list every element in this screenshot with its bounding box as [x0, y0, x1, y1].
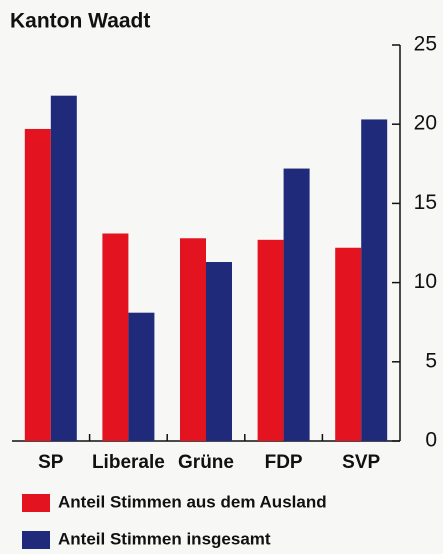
legend-label: Anteil Stimmen aus dem Ausland — [58, 492, 327, 511]
y-tick-label: 0 — [425, 429, 437, 452]
y-tick-label: 5 — [425, 349, 437, 372]
bar — [128, 312, 155, 441]
y-tick-label: 20 — [414, 112, 437, 135]
chart-title: Kanton Waadt — [10, 10, 150, 33]
bar — [50, 95, 77, 442]
x-tick-label: FDP — [265, 452, 303, 473]
bar — [180, 238, 206, 441]
bar — [257, 239, 284, 441]
x-tick-label: Liberale — [92, 452, 165, 473]
x-tick-label: SVP — [342, 452, 380, 473]
x-tick-label: Grüne — [178, 452, 234, 473]
bar — [361, 119, 388, 441]
bar — [283, 168, 310, 441]
legend-swatch — [22, 531, 50, 549]
bar — [102, 233, 129, 441]
bar — [206, 262, 232, 441]
bar — [335, 247, 362, 441]
legend-label: Anteil Stimmen insgesamt — [58, 529, 271, 548]
legend-swatch — [22, 494, 50, 512]
y-tick-label: 15 — [414, 191, 437, 214]
y-tick-label: 25 — [414, 33, 437, 56]
x-tick-label: SP — [38, 452, 64, 473]
y-tick-label: 10 — [414, 270, 437, 293]
bar — [24, 128, 51, 441]
